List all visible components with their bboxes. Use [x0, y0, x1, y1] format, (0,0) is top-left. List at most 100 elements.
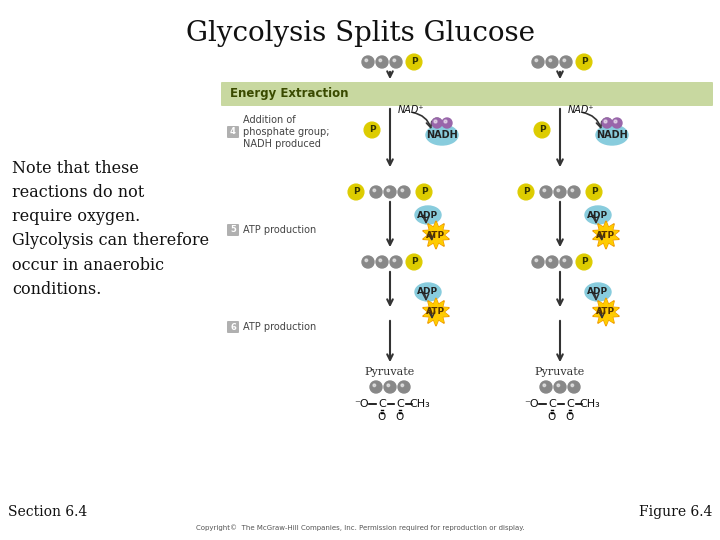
Polygon shape: [424, 300, 448, 325]
FancyBboxPatch shape: [227, 224, 239, 236]
Circle shape: [518, 184, 534, 200]
Circle shape: [444, 120, 447, 123]
Circle shape: [384, 186, 396, 198]
Circle shape: [406, 254, 422, 270]
Circle shape: [576, 54, 592, 70]
Circle shape: [373, 384, 376, 387]
Text: Pyruvate: Pyruvate: [365, 367, 415, 377]
Text: C: C: [378, 399, 386, 409]
Polygon shape: [593, 221, 619, 249]
Circle shape: [384, 381, 396, 393]
Circle shape: [365, 59, 368, 62]
Circle shape: [376, 256, 388, 268]
Ellipse shape: [596, 125, 628, 145]
Polygon shape: [423, 298, 449, 326]
Circle shape: [532, 256, 544, 268]
Text: 5: 5: [230, 226, 236, 234]
Circle shape: [576, 254, 592, 270]
Polygon shape: [423, 221, 449, 249]
Text: Copyright©  The McGraw-Hill Companies, Inc. Permission required for reproduction: Copyright© The McGraw-Hill Companies, In…: [196, 525, 524, 531]
Circle shape: [362, 56, 374, 68]
Text: P: P: [420, 187, 427, 197]
Circle shape: [370, 381, 382, 393]
Circle shape: [546, 56, 558, 68]
Text: P: P: [410, 57, 418, 66]
Text: C: C: [566, 399, 574, 409]
Polygon shape: [594, 222, 618, 247]
Circle shape: [560, 256, 572, 268]
Polygon shape: [424, 222, 448, 247]
Circle shape: [535, 259, 538, 262]
Ellipse shape: [415, 283, 441, 301]
Circle shape: [557, 189, 559, 192]
Text: ⁻O: ⁻O: [525, 399, 539, 409]
Circle shape: [560, 56, 572, 68]
Text: C: C: [396, 399, 404, 409]
Text: P: P: [353, 187, 359, 197]
Text: ATP: ATP: [596, 231, 616, 240]
Text: ADP: ADP: [418, 211, 438, 219]
Text: CH₃: CH₃: [580, 399, 600, 409]
Circle shape: [390, 256, 402, 268]
Circle shape: [535, 59, 538, 62]
Circle shape: [379, 59, 382, 62]
Circle shape: [563, 59, 566, 62]
Circle shape: [568, 381, 580, 393]
FancyBboxPatch shape: [221, 82, 713, 106]
Circle shape: [543, 384, 546, 387]
Circle shape: [602, 118, 612, 128]
Text: O: O: [378, 412, 386, 422]
Circle shape: [532, 56, 544, 68]
Circle shape: [401, 384, 404, 387]
Circle shape: [365, 259, 368, 262]
Ellipse shape: [585, 283, 611, 301]
Circle shape: [432, 118, 442, 128]
Text: NADH: NADH: [596, 130, 628, 140]
Text: 4: 4: [230, 127, 236, 137]
Circle shape: [554, 186, 566, 198]
Text: ATP: ATP: [596, 307, 616, 316]
Text: P: P: [590, 187, 598, 197]
Circle shape: [387, 384, 390, 387]
Text: O: O: [396, 412, 404, 422]
Circle shape: [401, 189, 404, 192]
Circle shape: [432, 118, 442, 128]
Circle shape: [614, 120, 617, 123]
Circle shape: [549, 259, 552, 262]
Circle shape: [393, 59, 396, 62]
Circle shape: [543, 189, 546, 192]
Circle shape: [563, 259, 566, 262]
Polygon shape: [593, 298, 619, 326]
Text: CH₃: CH₃: [410, 399, 431, 409]
Circle shape: [586, 184, 602, 200]
Circle shape: [416, 184, 432, 200]
Text: Note that these
reactions do not
require oxygen.
Glycolysis can therefore
occur : Note that these reactions do not require…: [12, 160, 209, 298]
Text: Pyruvate: Pyruvate: [535, 367, 585, 377]
Text: ADP: ADP: [588, 287, 608, 296]
Text: ATP production: ATP production: [243, 322, 316, 332]
Circle shape: [549, 59, 552, 62]
Text: 6: 6: [230, 322, 236, 332]
Text: P: P: [410, 258, 418, 267]
Circle shape: [376, 56, 388, 68]
Circle shape: [602, 118, 612, 128]
Circle shape: [568, 186, 580, 198]
Text: NAD⁺: NAD⁺: [568, 105, 595, 115]
Text: O: O: [548, 412, 556, 422]
Circle shape: [364, 122, 380, 138]
Text: ATP: ATP: [426, 307, 446, 316]
Text: P: P: [369, 125, 375, 134]
Text: Energy Extraction: Energy Extraction: [230, 87, 348, 100]
Ellipse shape: [585, 206, 611, 224]
Text: Glycolysis Splits Glucose: Glycolysis Splits Glucose: [186, 20, 534, 47]
Circle shape: [434, 120, 437, 123]
Circle shape: [387, 189, 390, 192]
Text: ATP: ATP: [426, 231, 446, 240]
Circle shape: [540, 186, 552, 198]
Circle shape: [406, 54, 422, 70]
Text: ⁻O: ⁻O: [355, 399, 369, 409]
Text: P: P: [581, 258, 588, 267]
Circle shape: [557, 384, 559, 387]
Text: O: O: [566, 412, 574, 422]
Circle shape: [434, 120, 437, 123]
